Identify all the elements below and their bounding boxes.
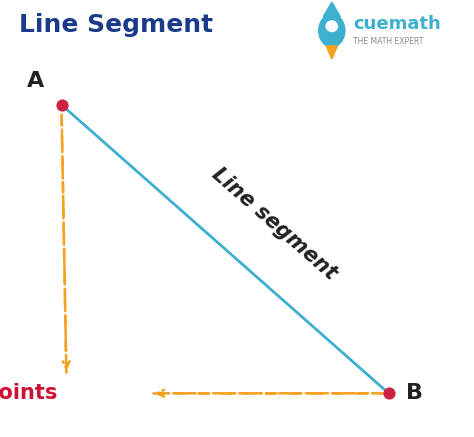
Text: Line segment: Line segment (208, 164, 341, 284)
Text: B: B (406, 383, 423, 403)
Point (58, 101, 65, 108)
Ellipse shape (319, 14, 345, 47)
Text: THE MATH EXPERT: THE MATH EXPERT (353, 37, 423, 46)
Text: cuemath: cuemath (353, 15, 441, 33)
Polygon shape (323, 2, 340, 17)
Text: End Points: End Points (0, 383, 57, 403)
Circle shape (326, 21, 337, 31)
Polygon shape (326, 46, 337, 59)
Point (385, 390, 392, 397)
Text: A: A (27, 71, 44, 91)
Text: Line Segment: Line Segment (19, 13, 213, 37)
